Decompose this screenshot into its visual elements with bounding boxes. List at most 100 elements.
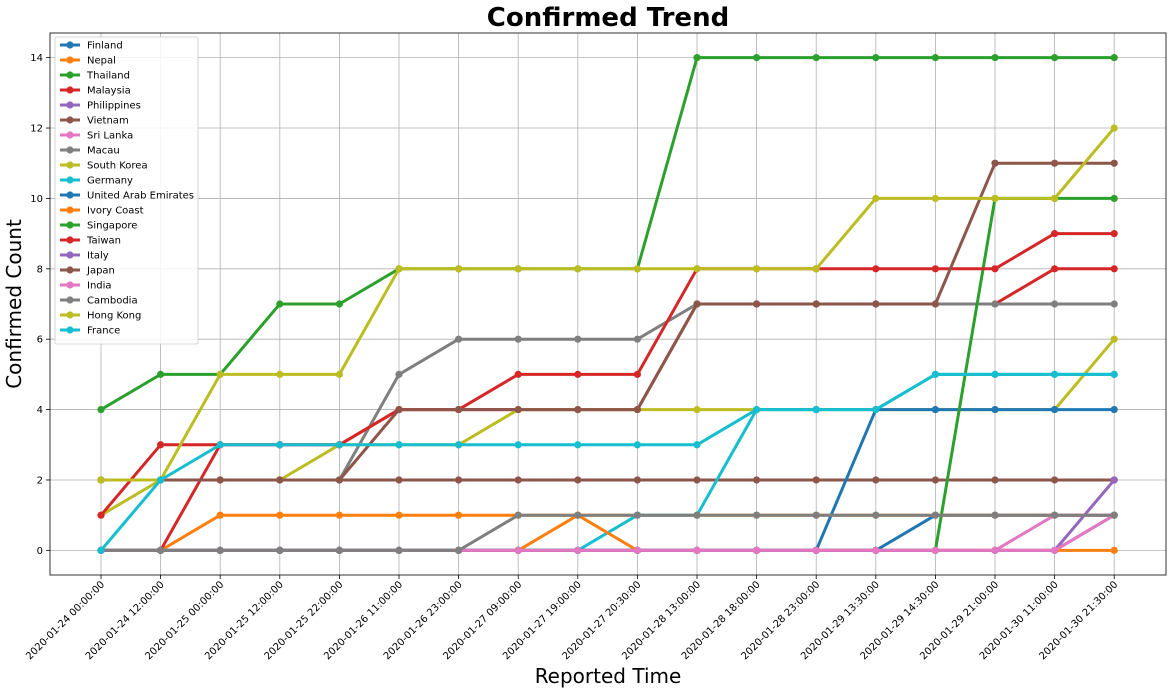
legend-label: Thailand (86, 71, 130, 82)
data-point-macau (574, 335, 582, 343)
legend-label: Finland (87, 41, 123, 52)
data-point-taiwan (872, 265, 880, 273)
data-point-taiwan (1110, 230, 1118, 238)
y-tick-label: 6 (37, 335, 43, 346)
data-point-japan (991, 159, 999, 167)
legend-item-germany: Germany (60, 176, 133, 187)
data-point-vietnam (872, 476, 880, 484)
series-lines (97, 54, 1118, 554)
data-point-hong-kong (872, 194, 880, 203)
data-point-taiwan (1051, 230, 1059, 238)
data-point-france (931, 370, 940, 378)
data-point-cambodia (335, 546, 343, 554)
series-line-cambodia (101, 513, 1115, 552)
data-point-india (872, 546, 880, 554)
legend-item-united-arab-emirates: United Arab Emirates (60, 191, 194, 202)
legend-label: Taiwan (86, 236, 121, 247)
data-point-nepal (395, 511, 403, 519)
data-point-nepal (216, 511, 224, 519)
legend-marker (66, 221, 74, 229)
data-point-cambodia (276, 546, 284, 554)
legend-item-finland: Finland (60, 41, 123, 52)
data-point-france (97, 546, 105, 554)
data-point-france (812, 405, 820, 414)
data-point-macau (991, 300, 999, 308)
legend-marker (66, 86, 74, 94)
data-point-cambodia (157, 546, 165, 554)
legend-item-japan: Japan (60, 266, 115, 277)
data-point-cambodia (812, 511, 820, 519)
data-point-japan (633, 405, 642, 414)
data-point-vietnam (991, 476, 999, 484)
data-point-south-korea (693, 405, 701, 414)
data-point-taiwan (574, 370, 582, 378)
y-tick-label: 4 (37, 405, 43, 416)
series-macau (97, 300, 1118, 484)
legend-item-singapore: Singapore (60, 221, 137, 232)
legend-item-hong-kong: Hong Kong (60, 311, 141, 322)
legend-marker (66, 131, 74, 139)
data-point-france (455, 441, 463, 449)
data-point-india (693, 546, 701, 554)
legend-box (54, 36, 199, 345)
data-point-vietnam (455, 476, 463, 484)
data-point-japan (1051, 159, 1059, 167)
legend-item-south-korea: South Korea (60, 161, 148, 172)
legend-marker (66, 71, 74, 79)
y-tick-label: 10 (30, 194, 43, 205)
data-point-macau (633, 335, 642, 343)
data-point-taiwan (991, 265, 999, 273)
series-south-korea (97, 335, 1118, 519)
legend-marker (66, 146, 74, 154)
data-point-france (1051, 370, 1059, 378)
data-point-france (216, 441, 224, 449)
data-point-hong-kong (753, 265, 761, 273)
data-point-japan (931, 300, 940, 308)
data-point-singapore (1110, 194, 1118, 203)
legend-label: Macau (87, 146, 120, 157)
data-point-india (514, 546, 522, 554)
legend: Finland Nepal Thailand Malaysia Philippines V… (54, 36, 199, 345)
data-point-vietnam (812, 476, 820, 484)
data-point-nepal (455, 511, 463, 519)
data-point-hong-kong (1110, 124, 1118, 132)
data-point-vietnam (574, 476, 582, 484)
data-point-japan (574, 405, 582, 414)
data-point-taiwan (931, 265, 940, 273)
legend-item-macau: Macau (60, 146, 120, 157)
legend-label: Cambodia (87, 296, 138, 307)
data-point-taiwan (157, 441, 165, 449)
series-ivory-coast (97, 511, 1118, 554)
data-point-vietnam (693, 476, 701, 484)
legend-marker (66, 191, 74, 199)
data-point-united-arab-emirates (1051, 405, 1059, 414)
data-point-france (753, 405, 761, 414)
data-point-vietnam (633, 476, 642, 484)
data-point-india (753, 546, 761, 554)
data-point-france (276, 441, 284, 449)
data-point-france (872, 405, 880, 414)
data-point-cambodia (872, 511, 880, 519)
data-point-france (335, 441, 343, 449)
data-point-japan (753, 300, 761, 308)
legend-item-italy: Italy (60, 251, 109, 262)
legend-marker (66, 176, 74, 184)
data-point-taiwan (633, 370, 642, 378)
data-point-macau (455, 335, 463, 343)
data-point-united-arab-emirates (931, 405, 940, 414)
data-point-malaysia (1051, 265, 1059, 273)
data-point-united-arab-emirates (991, 405, 999, 414)
data-point-japan (693, 300, 701, 308)
data-point-vietnam (753, 476, 761, 484)
data-point-india (574, 546, 582, 554)
data-point-france (157, 476, 165, 484)
data-point-thailand (335, 300, 343, 308)
data-point-japan (455, 405, 463, 414)
data-point-vietnam (1051, 476, 1059, 484)
legend-item-thailand: Thailand (60, 71, 130, 82)
series-france (97, 370, 1118, 554)
data-point-cambodia (991, 511, 999, 519)
data-point-cambodia (574, 511, 582, 519)
